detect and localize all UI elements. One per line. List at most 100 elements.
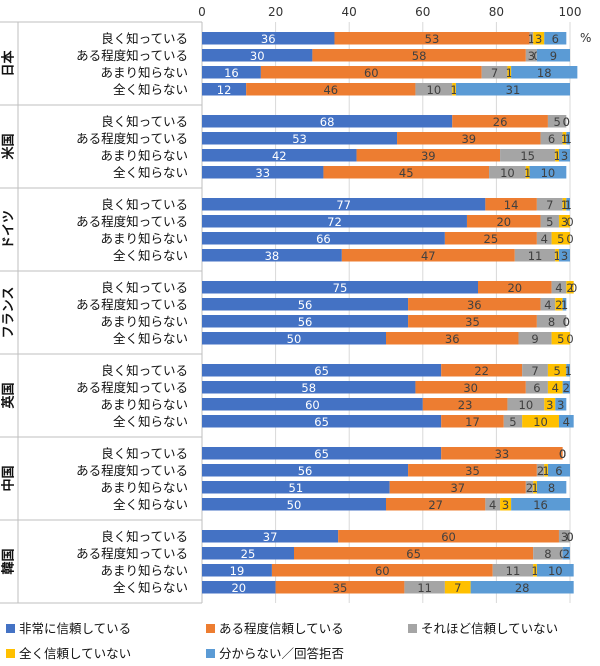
bar-segment (562, 298, 567, 311)
data-label: 1 (561, 198, 568, 212)
bar-segment (566, 198, 570, 211)
bar-segment (202, 132, 398, 145)
data-label: 1 (553, 149, 560, 163)
data-label: 4 (541, 232, 548, 246)
data-label: 60 (305, 398, 320, 412)
bar-segment (338, 530, 559, 543)
data-label: 8 (548, 481, 555, 495)
bar-segment (202, 498, 386, 511)
data-label: 1 (553, 249, 560, 263)
bar-segment (386, 332, 519, 345)
bar-segment (536, 481, 567, 494)
bar-segment (202, 83, 247, 96)
bar-segment (386, 498, 486, 511)
data-label: 18 (537, 66, 552, 80)
bar-segment (529, 166, 567, 179)
bar-segment (466, 215, 541, 228)
country-label: ドイツ (2, 210, 17, 249)
data-label: 0 (563, 115, 570, 129)
bar-segment (551, 281, 567, 294)
data-label: 51 (289, 481, 304, 495)
data-label: 2 (563, 381, 570, 395)
row-label: 良く知っている (101, 114, 188, 129)
data-label: 1 (528, 32, 535, 46)
row-label: ある程度知っている (76, 463, 188, 478)
data-label: 72 (327, 215, 342, 229)
bar-segment (540, 215, 559, 228)
data-label: 5 (553, 364, 560, 378)
bar-segment (562, 381, 570, 394)
bar-segment (441, 364, 523, 377)
data-label: 12 (217, 83, 232, 97)
data-label: 11 (528, 249, 543, 263)
bar-segment (562, 547, 570, 560)
data-label: 10 (533, 415, 548, 429)
country-label: 米国 (1, 133, 17, 159)
data-label: 16 (224, 66, 239, 80)
data-label: 50 (287, 498, 302, 512)
data-label: 36 (261, 32, 276, 46)
legend-label: それほど信頼していない (421, 621, 558, 636)
bar-segment (558, 215, 570, 228)
bar-segment (540, 132, 563, 145)
bar-segment (415, 83, 453, 96)
bar-segment (540, 298, 556, 311)
data-label: 23 (458, 398, 473, 412)
bar-segment (202, 581, 276, 594)
row-label: ある程度知っている (76, 546, 188, 561)
bar-segment (536, 564, 574, 577)
bar-segment (547, 381, 563, 394)
data-label: 0 (559, 447, 566, 461)
bar-segment (507, 398, 545, 411)
data-label: 0 (563, 315, 570, 329)
bar-segment (452, 115, 548, 128)
bar-segment (525, 381, 548, 394)
bar-segment (389, 481, 526, 494)
row-label: 全く知らない (113, 165, 188, 180)
data-label: 0 (563, 315, 570, 329)
data-label: 0 (566, 215, 573, 229)
data-label: 35 (333, 581, 348, 595)
data-label: 1 (564, 364, 571, 378)
data-label: 28 (515, 581, 530, 595)
bar-segment (202, 315, 409, 328)
bar-segment (547, 115, 567, 128)
bar-segment (558, 415, 574, 428)
bar-segment (536, 464, 545, 477)
data-label: 60 (364, 66, 379, 80)
bar-segment (408, 298, 541, 311)
legend-swatch (206, 624, 215, 633)
data-label: 50 (287, 332, 302, 346)
data-label: 60 (375, 564, 390, 578)
bar-segment (202, 115, 453, 128)
data-label: 7 (491, 66, 498, 80)
data-label: 9 (531, 332, 538, 346)
data-label: 65 (314, 447, 329, 461)
row-label: 全く知らない (113, 82, 188, 97)
bar-segment (441, 447, 563, 460)
data-label: 45 (399, 166, 414, 180)
bar-segment (536, 232, 552, 245)
bar-segment (555, 149, 559, 162)
country-label: 韓国 (1, 548, 17, 574)
bar-segment (202, 447, 442, 460)
bar-segment (525, 166, 530, 179)
row-label: あまり知らない (100, 480, 188, 495)
row-label: 全く知らない (113, 414, 188, 429)
bar-segment (444, 232, 537, 245)
country-label: 日本 (1, 50, 17, 76)
bar-segment (518, 332, 552, 345)
data-label: 2 (566, 281, 573, 295)
row-label: あまり知らない (100, 314, 188, 329)
bar-segment (551, 232, 570, 245)
data-label: 1 (506, 66, 513, 80)
data-label: 1 (561, 132, 568, 146)
bar-segment (202, 381, 416, 394)
data-label: 3 (561, 149, 568, 163)
bar-segment (202, 398, 423, 411)
bar-segment (529, 32, 534, 45)
data-label: 2 (563, 547, 570, 561)
bar-segment (544, 464, 548, 477)
data-label: 35 (465, 315, 480, 329)
bar-segment (312, 49, 526, 62)
